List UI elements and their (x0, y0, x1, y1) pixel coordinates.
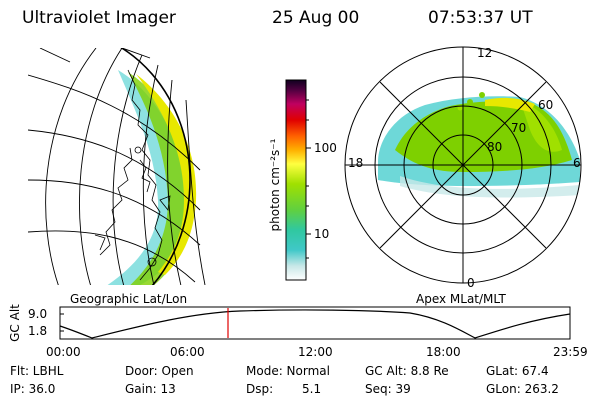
colorbar-unit-label: photon cm⁻²s⁻¹ (268, 138, 282, 232)
info-seq: Seq: 39 (365, 382, 411, 396)
geo-panel-label: Geographic Lat/Lon (70, 292, 188, 306)
info-door: Door: Open (125, 364, 194, 378)
earth-limb (120, 48, 191, 285)
polar-plot (344, 46, 582, 284)
aurora-polar-emission (378, 92, 580, 198)
info-ip: IP: 36.0 (10, 382, 56, 396)
altitude-xtick-0000: 00:00 (46, 345, 81, 359)
colorbar-label-10: 10 (314, 227, 330, 241)
polar-panel-label: Apex MLat/MLT (416, 292, 506, 306)
mlt-label-6: 6 (573, 156, 581, 170)
altitude-plot (59, 306, 571, 340)
aurora-geo-emission (107, 70, 197, 285)
lat-label-70: 70 (511, 121, 527, 135)
info-mode: Mode: Normal (246, 364, 330, 378)
altitude-xtick-0600: 06:00 (170, 345, 205, 359)
info-dsp-value: 5.1 (302, 382, 322, 396)
altitude-ytick-bottom: 1.8 (28, 324, 48, 338)
lat-lon-grid (28, 48, 206, 285)
altitude-curve (59, 309, 571, 339)
instrument-title: Ultraviolet Imager (22, 8, 176, 28)
colorbar-gradient (285, 79, 307, 281)
colorbar (285, 79, 311, 281)
coastlines (94, 69, 171, 281)
colorbar-label-100: 100 (314, 141, 337, 155)
altitude-plot-frame (59, 306, 571, 340)
info-flt: Flt: LBHL (10, 364, 64, 378)
mlt-label-12: 12 (477, 46, 493, 60)
lat-label-60: 60 (538, 98, 554, 112)
info-glon: GLon: 263.2 (486, 382, 559, 396)
altitude-xtick-2359: 23:59 (553, 345, 588, 359)
altitude-ytick-top: 9.0 (28, 307, 48, 321)
info-glat: GLat: 67.4 (486, 364, 549, 378)
altitude-xtick-1800: 18:00 (426, 345, 461, 359)
time-label: 07:53:37 UT (428, 8, 533, 28)
mlt-label-18: 18 (348, 156, 364, 170)
mlt-label-0: 0 (467, 276, 475, 290)
altitude-ylabel: GC Alt (8, 304, 22, 342)
geographic-map (28, 48, 206, 285)
info-dsp-label: Dsp: (246, 382, 274, 396)
info-gc-alt: GC Alt: 8.8 Re (365, 364, 449, 378)
altitude-xtick-1200: 12:00 (298, 345, 333, 359)
lat-label-80: 80 (487, 140, 503, 154)
date-label: 25 Aug 00 (272, 8, 360, 28)
mlt-diagonal-2 (379, 81, 547, 249)
info-gain: Gain: 13 (125, 382, 176, 396)
